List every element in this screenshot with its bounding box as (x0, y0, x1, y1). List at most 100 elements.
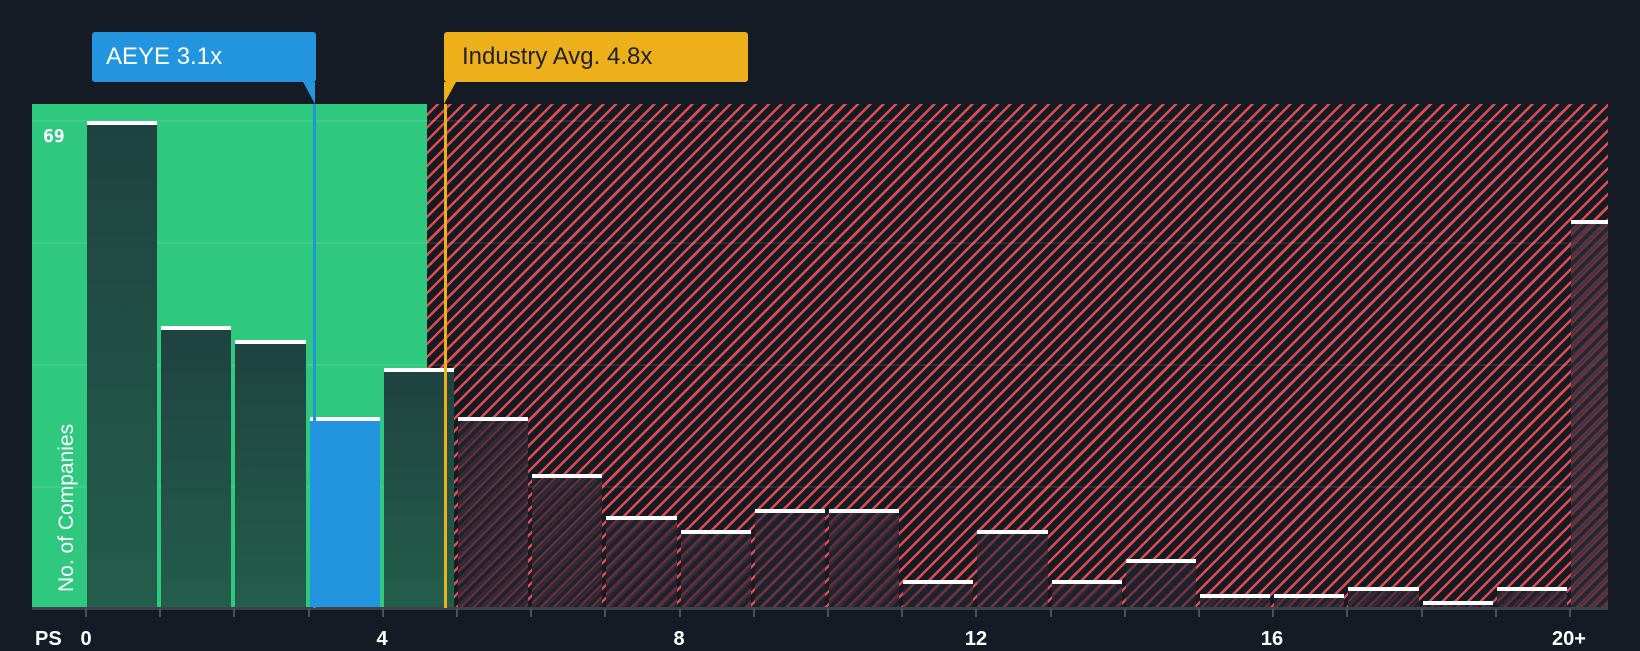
subject-callout-label: AEYE 3.1x (106, 43, 223, 70)
bar-hatch (1422, 605, 1493, 608)
histogram-bar (754, 509, 825, 608)
tick-label-20-plus: 20+ (1552, 628, 1586, 650)
histogram-bar (903, 580, 974, 608)
histogram-bar (680, 530, 751, 608)
bar-hatch (458, 421, 529, 608)
histogram-bar (458, 417, 529, 608)
bar-hatch (754, 513, 825, 608)
x-axis-tick (975, 608, 978, 617)
x-axis-tick (159, 608, 162, 617)
bar-hatch (532, 478, 603, 608)
subject-marker-line (313, 104, 316, 608)
tick-label-8: 8 (673, 628, 685, 650)
x-axis-tick (1346, 608, 1349, 617)
bar-top-cap (977, 530, 1048, 534)
bar-hatch (606, 520, 677, 608)
gridline (32, 120, 1608, 122)
bar-hatch (829, 513, 900, 608)
x-axis-tick (85, 608, 87, 617)
x-axis-tick (901, 608, 904, 617)
bar-top-cap (87, 121, 158, 125)
x-axis-tick (1049, 608, 1052, 617)
x-axis-tick (1198, 608, 1200, 617)
bar-top-cap (532, 474, 603, 478)
overvalued-zone (427, 104, 1608, 608)
subject-callout: AEYE 3.1x (92, 32, 316, 82)
histogram-bar (1274, 594, 1345, 608)
chart-plot-area (32, 104, 1608, 608)
bar-top-cap (1348, 587, 1419, 591)
tick-label-12: 12 (964, 628, 988, 650)
industry-callout-label: Industry Avg. 4.8x (462, 43, 653, 70)
bar-top-cap (1496, 587, 1567, 591)
x-axis-tick (1494, 608, 1497, 617)
x-axis-tick (827, 608, 829, 617)
x-axis-tick (1123, 608, 1126, 617)
histogram-bar (1051, 580, 1122, 608)
histogram-bar (1496, 587, 1567, 608)
gridline (32, 364, 1608, 366)
y-axis-title: No. of Companies (55, 423, 78, 592)
x-axis-title: PS (35, 628, 62, 650)
x-axis-tick (604, 608, 607, 617)
histogram-bar (1125, 559, 1196, 608)
histogram-bar (606, 516, 677, 608)
histogram-bar (977, 530, 1048, 608)
bar-top-cap (1422, 601, 1493, 605)
x-axis-tick (381, 608, 384, 617)
industry-callout: Industry Avg. 4.8x (444, 32, 748, 82)
y-max-label: 69 (43, 126, 65, 147)
histogram-bar (235, 340, 306, 608)
bar-top-cap (235, 340, 306, 344)
tick-label-0: 0 (80, 628, 92, 650)
histogram-bar (1571, 220, 1608, 608)
histogram-bar (1422, 601, 1493, 608)
gridline (32, 486, 1608, 488)
x-axis-tick (1420, 608, 1423, 617)
bar-hatch (1125, 563, 1196, 608)
bar-top-cap (606, 516, 677, 520)
subject-callout-pointer (303, 82, 315, 104)
bar-top-cap (829, 509, 900, 513)
bar-hatch (1571, 224, 1608, 608)
bar-top-cap (458, 417, 529, 421)
bar-top-cap (754, 509, 825, 513)
x-axis-tick (678, 608, 681, 617)
bar-hatch (1051, 584, 1122, 608)
bar-top-cap (1571, 220, 1608, 224)
bar-hatch (1348, 591, 1419, 608)
bar-hatch (903, 584, 974, 608)
bar-hatch (1274, 598, 1345, 608)
x-axis-tick (233, 608, 236, 617)
bar-top-cap (1274, 594, 1345, 598)
x-axis-line (32, 607, 1608, 610)
x-axis-tick (1272, 608, 1275, 617)
bar-top-cap (309, 417, 380, 421)
histogram-bar (532, 474, 603, 608)
x-axis-tick (456, 608, 458, 617)
x-axis-tick (1569, 608, 1571, 617)
industry-callout-pointer (444, 82, 456, 104)
x-axis-tick (307, 608, 310, 617)
tick-label-16: 16 (1260, 628, 1284, 650)
histogram-bar (383, 368, 454, 608)
bar-hatch (1496, 591, 1567, 608)
industry-average-line (444, 104, 447, 608)
bar-top-cap (680, 530, 751, 534)
bar-hatch (1200, 598, 1271, 608)
bar-hatch (977, 534, 1048, 608)
tick-label-4: 4 (376, 628, 388, 650)
histogram-bar (1348, 587, 1419, 608)
bar-top-cap (903, 580, 974, 584)
bar-top-cap (1051, 580, 1122, 584)
gridline (32, 242, 1608, 244)
histogram-bar (87, 121, 158, 608)
x-axis-tick (752, 608, 755, 617)
x-axis-tick (530, 608, 533, 617)
bar-hatch (680, 534, 751, 608)
histogram-bar (309, 417, 380, 608)
bar-top-cap (1125, 559, 1196, 563)
bar-top-cap (383, 368, 454, 372)
bar-top-cap (1200, 594, 1271, 598)
bar-top-cap (161, 326, 232, 330)
